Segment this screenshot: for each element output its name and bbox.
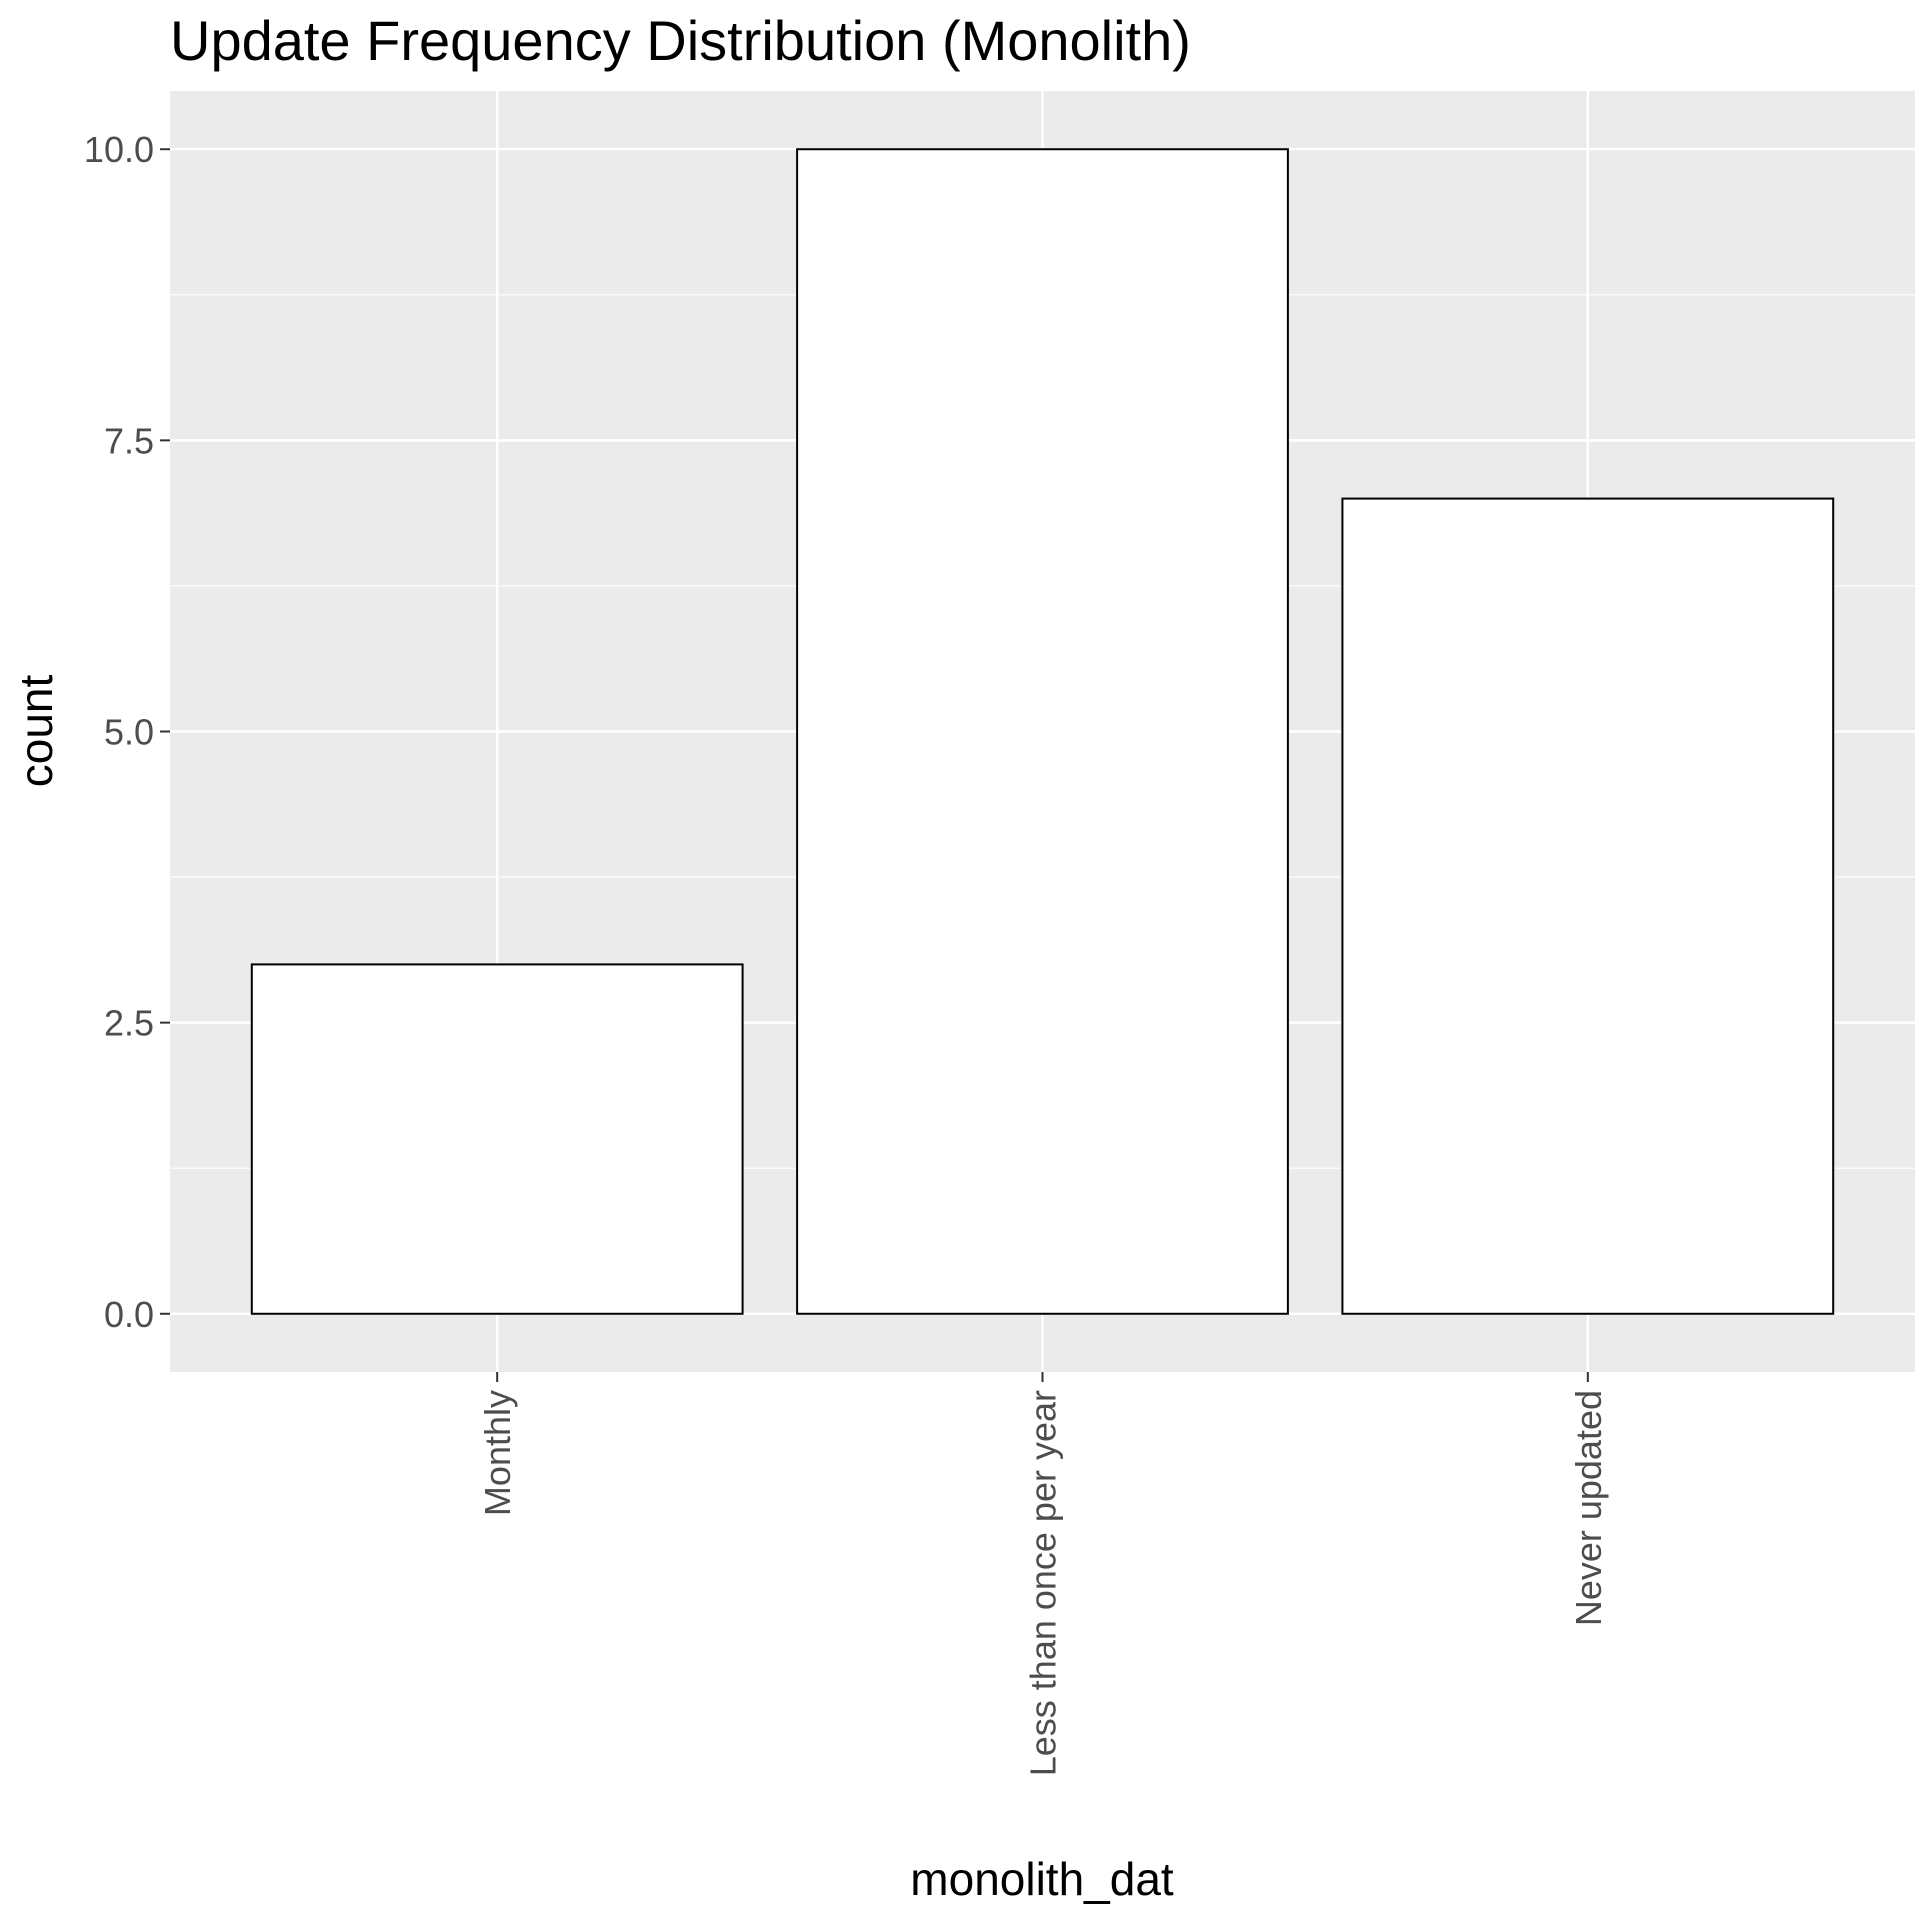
bars-group: [250, 148, 1835, 1315]
y-tick-label: 7.5: [104, 420, 154, 461]
bar-less-than-once-per-year: [796, 148, 1289, 1315]
x-tick-label: Monthly: [477, 1390, 518, 1516]
x-tick-label: Less than once per year: [1023, 1390, 1064, 1776]
x-axis: Monthly Less than once per year Never upda…: [477, 1372, 1609, 1776]
y-tick-label: 2.5: [104, 1003, 154, 1044]
bar-monthly: [250, 963, 744, 1315]
y-axis: 0.0 2.5 5.0 7.5 10.0: [84, 129, 170, 1335]
x-axis-title: monolith_dat: [910, 1853, 1174, 1905]
bar-never-updated: [1341, 497, 1835, 1315]
y-axis-title: count: [10, 675, 62, 788]
y-tick-label: 0.0: [104, 1294, 154, 1335]
chart-title: Update Frequency Distribution (Monolith): [170, 9, 1191, 72]
x-tick-label: Never updated: [1568, 1390, 1609, 1626]
y-tick-label: 5.0: [104, 712, 154, 753]
y-tick-label: 10.0: [84, 129, 154, 170]
